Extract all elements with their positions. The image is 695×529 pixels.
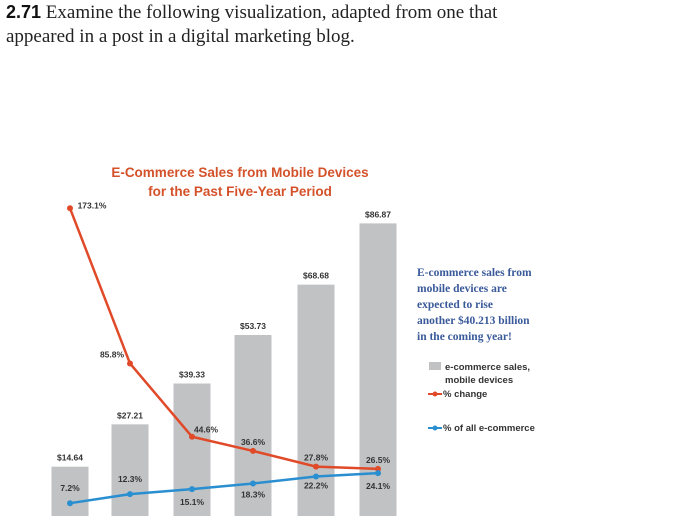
annotation-line: expected to rise	[417, 299, 493, 311]
change-value-label: 44.6%	[194, 425, 219, 435]
share-value-label: 12.3%	[118, 474, 143, 484]
bar-value-label: $14.64	[57, 453, 83, 463]
bar-value-label: $86.87	[365, 209, 391, 219]
annotation-line: E-commerce sales from	[417, 267, 532, 279]
bar-value-label: $27.21	[117, 410, 143, 420]
share-point	[375, 470, 381, 477]
change-value-label: 85.8%	[100, 349, 125, 359]
legend-share-label: % of all e-commerce	[443, 423, 535, 434]
annotation-line: in the coming year!	[417, 331, 512, 343]
legend-bars-label: e-commerce sales,	[445, 362, 530, 373]
legend-change-marker	[432, 391, 438, 397]
change-value-label: 173.1%	[78, 200, 107, 210]
share-point	[127, 491, 133, 498]
problem-number: 2.71	[6, 2, 42, 22]
change-point	[250, 447, 256, 454]
change-value-label: 27.8%	[304, 453, 329, 463]
share-value-label: 22.2%	[304, 481, 329, 491]
problem-statement: 2.71 Examine the following visualization…	[6, 0, 686, 49]
share-value-label: 15.1%	[180, 497, 205, 507]
change-point	[67, 205, 73, 212]
change-value-label: 26.5%	[366, 455, 391, 465]
annotation-line: another $40.213 billion	[417, 314, 530, 327]
change-value-label: 36.6%	[241, 437, 266, 447]
bar-value-label: $39.33	[179, 370, 205, 380]
share-value-label: 24.1%	[366, 481, 391, 491]
share-line	[69, 471, 379, 505]
change-point	[189, 433, 195, 440]
problem-text-line1: Examine the following visualization, ada…	[45, 2, 498, 23]
chart-title-line2: for the Past Five-Year Period	[148, 184, 332, 199]
bar	[51, 466, 89, 516]
change-point	[375, 465, 381, 472]
share-point	[189, 486, 195, 493]
share-point	[67, 500, 73, 507]
bar	[173, 383, 211, 516]
share-value-label: 7.2%	[60, 483, 80, 493]
share-value-label: 18.3%	[241, 489, 266, 499]
change-line	[68, 207, 379, 471]
share-point	[313, 473, 319, 480]
annotation-note: E-commerce sales from mobile devices are…	[417, 267, 532, 343]
legend-bar-swatch	[429, 362, 441, 370]
bar-value-label: $53.73	[240, 321, 266, 331]
legend-share-marker	[432, 425, 438, 431]
share-point	[250, 480, 256, 487]
chart-title-line1: E-Commerce Sales from Mobile Devices	[111, 165, 368, 180]
bar-value-label: $68.68	[303, 271, 329, 281]
annotation-line: mobile devices are	[417, 283, 507, 295]
legend: e-commerce sales, mobile devices % chang…	[428, 362, 535, 434]
bar	[111, 424, 149, 516]
legend-change-label: % change	[443, 389, 487, 400]
change-point	[313, 463, 319, 470]
legend-bars-label-2: mobile devices	[445, 375, 513, 386]
change-point	[127, 360, 133, 367]
problem-text-line2: appeared in a post in a digital marketin…	[6, 26, 355, 47]
